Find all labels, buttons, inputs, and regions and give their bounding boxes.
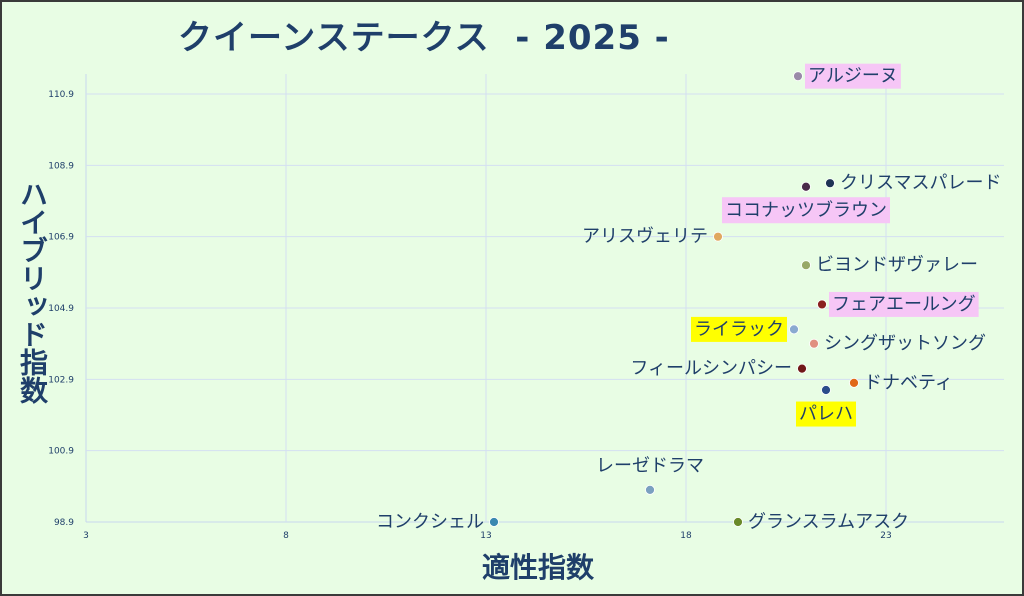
y-tick-label: 100.9 xyxy=(48,447,74,457)
label-highlight xyxy=(829,291,979,317)
point-marker xyxy=(817,299,827,310)
point-marker xyxy=(733,517,743,527)
y-tick-label: 104.9 xyxy=(48,304,74,314)
point-label: アルジーヌ xyxy=(808,66,898,87)
chart-title: クイーンステークス - 2025 - xyxy=(178,18,670,58)
data-point: コンクシェル xyxy=(376,512,499,533)
point-label: レーゼドラマ xyxy=(596,455,704,476)
data-point: ドナベティ xyxy=(849,372,953,393)
point-marker xyxy=(849,377,859,388)
x-tick-label: 23 xyxy=(880,531,891,541)
data-points: アルジーヌクリスマスパレードココナッツブラウンアリスヴェリテビヨンドザヴァレーフ… xyxy=(376,63,1001,533)
point-label: クリスマスパレード xyxy=(840,173,1001,194)
data-point: パレハ xyxy=(796,385,856,427)
y-tick-label: 102.9 xyxy=(48,375,74,385)
point-marker xyxy=(793,71,803,82)
point-label: ココナッツブラウン xyxy=(725,199,887,221)
data-point: ココナッツブラウン xyxy=(722,181,890,224)
label-highlight xyxy=(805,63,901,89)
point-label: ビヨンドザヴァレー xyxy=(816,255,978,276)
x-tick-label: 13 xyxy=(480,531,491,541)
y-axis-label: ハイブリッド指数 xyxy=(16,180,49,404)
data-point: アリスヴェリテ xyxy=(582,226,723,247)
point-marker xyxy=(801,181,811,192)
data-point: ライラック xyxy=(691,316,799,342)
point-label: ライラック xyxy=(694,319,784,340)
point-marker xyxy=(789,324,799,335)
y-tick-label: 106.9 xyxy=(48,233,74,243)
point-label: パレハ xyxy=(799,404,853,425)
point-label: グランスラムアスク xyxy=(748,512,909,533)
point-label: シングザットソング xyxy=(824,333,986,354)
tick-labels: 3 8 13 18 23 98.9 100.9 102.9 104.9 106.9 108.9 110… xyxy=(48,90,891,541)
grid-lines xyxy=(85,74,1004,523)
point-label: ドナベティ xyxy=(864,372,953,393)
x-tick-label: 8 xyxy=(283,531,289,541)
data-point: アルジーヌ xyxy=(793,63,901,89)
point-marker xyxy=(825,178,835,189)
data-point: フェアエールング xyxy=(817,291,979,317)
point-label: コンクシェル xyxy=(376,512,484,533)
data-point: ビヨンドザヴァレー xyxy=(801,255,978,276)
point-marker xyxy=(797,363,807,374)
data-point: グランスラムアスク xyxy=(733,512,909,533)
point-marker xyxy=(821,385,831,395)
x-tick-label: 3 xyxy=(83,531,89,541)
point-label: フェアエールング xyxy=(832,294,976,315)
label-highlight xyxy=(796,401,856,427)
label-highlight xyxy=(691,316,787,342)
data-point: クリスマスパレード xyxy=(825,173,1001,194)
point-marker xyxy=(801,260,811,271)
point-marker xyxy=(713,231,723,242)
point-marker xyxy=(645,484,655,495)
point-marker xyxy=(809,338,819,349)
point-label: アリスヴェリテ xyxy=(582,226,708,247)
data-point: レーゼドラマ xyxy=(596,455,704,495)
x-tick-label: 18 xyxy=(680,531,692,541)
point-marker xyxy=(489,517,499,527)
y-tick-label: 108.9 xyxy=(48,161,74,171)
y-tick-label: 98.9 xyxy=(54,518,74,528)
data-point: フィールシンパシー xyxy=(630,358,807,379)
data-point: シングザットソング xyxy=(809,333,986,354)
y-tick-label: 110.9 xyxy=(48,90,74,100)
point-label: フィールシンパシー xyxy=(630,358,792,379)
x-axis-label: 適性指数 xyxy=(482,551,595,584)
label-highlight xyxy=(722,197,890,224)
